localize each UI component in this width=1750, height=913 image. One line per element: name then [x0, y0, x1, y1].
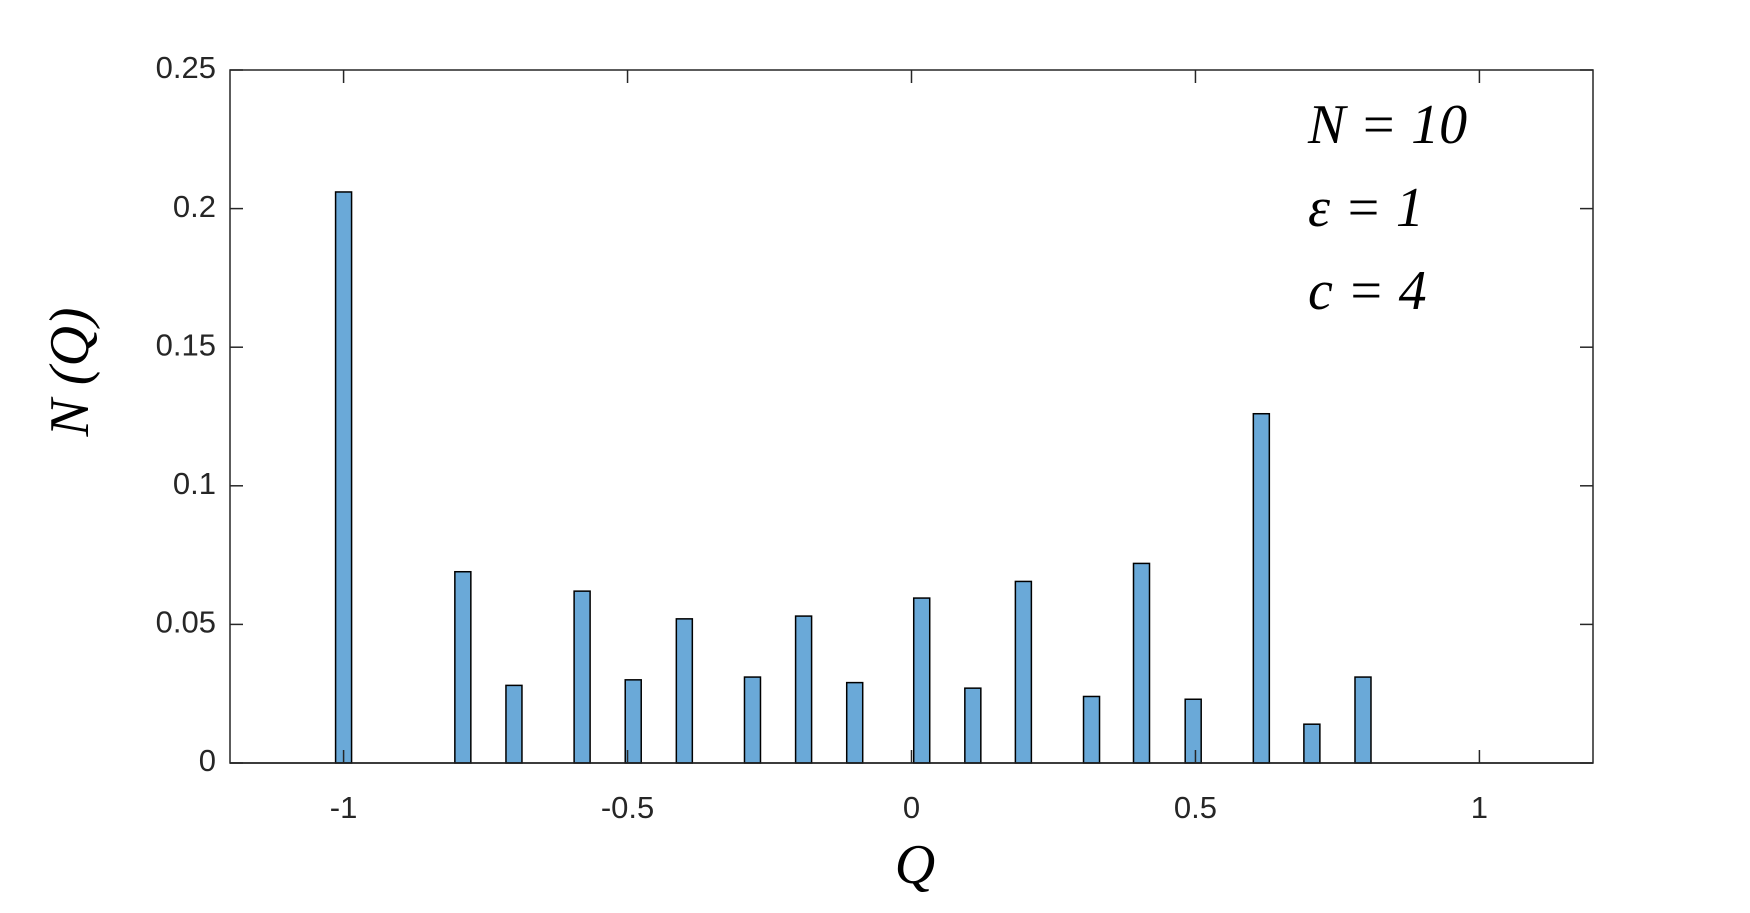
bar [1252, 412, 1271, 764]
bar [1354, 676, 1372, 764]
y-tick-label: 0.25 [156, 50, 216, 85]
bar [912, 597, 931, 764]
y-tick-label: 0.05 [156, 605, 216, 640]
x-axis-label: Q [895, 834, 935, 896]
bar [964, 687, 982, 764]
bar [1132, 562, 1151, 764]
bar [675, 618, 694, 764]
bar [743, 676, 762, 764]
x-tick-label: -1 [330, 790, 358, 825]
y-tick-label: 0.1 [173, 466, 216, 501]
annotation: ε = 1 [1308, 177, 1424, 239]
bar [334, 191, 353, 764]
bar [1014, 580, 1033, 764]
y-tick-label: 0.15 [156, 327, 216, 362]
plot-frame [229, 69, 1594, 764]
x-tick-label: 0.5 [1174, 790, 1217, 825]
bar [505, 684, 523, 764]
bar [573, 590, 591, 764]
bar [1303, 723, 1321, 764]
annotation: N = 10 [1307, 94, 1467, 156]
bar [794, 615, 813, 764]
x-tick-label: -0.5 [601, 790, 654, 825]
y-tick-label: 0 [199, 743, 216, 778]
x-tick-label: 0 [903, 790, 920, 825]
annotation: c = 4 [1308, 260, 1427, 322]
bar [845, 681, 864, 764]
x-tick-label: 1 [1471, 790, 1488, 825]
bar [1184, 698, 1202, 764]
y-tick-label: 0.2 [173, 189, 216, 224]
bar [1082, 695, 1101, 764]
y-axis-label: N (Q) [39, 307, 101, 437]
bar [454, 570, 472, 764]
